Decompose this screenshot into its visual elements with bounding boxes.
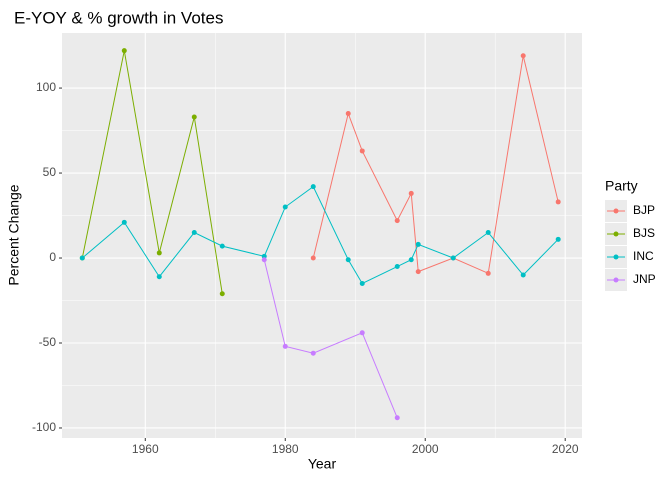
data-point (191, 230, 197, 236)
chart-title: E-YOY & % growth in Votes (14, 8, 223, 27)
data-point (520, 272, 526, 278)
legend-label: INC (633, 249, 654, 263)
y-tick-label: -100 (32, 420, 56, 434)
y-tick-label: 50 (43, 165, 57, 179)
legend-point (613, 208, 619, 214)
x-tick-label: 1960 (132, 442, 159, 456)
legend-point (613, 254, 619, 260)
series-line (312, 55, 559, 275)
data-point (121, 219, 127, 225)
data-point (156, 250, 162, 256)
data-point (282, 343, 288, 349)
data-point (219, 243, 225, 249)
data-point (359, 281, 365, 287)
data-point (359, 148, 365, 154)
x-tick-label: 2000 (412, 442, 439, 456)
data-point (261, 257, 267, 263)
data-point (394, 264, 400, 270)
data-point (555, 236, 561, 242)
y-tick-label: 0 (49, 250, 56, 264)
data-point (219, 291, 225, 297)
legend-point (613, 231, 619, 237)
data-point (450, 255, 456, 261)
data-point (408, 190, 414, 196)
legend-label: BJP (633, 203, 655, 217)
y-tick-label: 100 (36, 80, 56, 94)
data-point (408, 257, 414, 263)
data-point (415, 269, 421, 275)
data-point (520, 53, 526, 59)
data-point (415, 241, 421, 247)
data-point (310, 255, 316, 261)
data-point (485, 270, 491, 276)
legend-title: Party (605, 178, 638, 194)
data-point (79, 255, 85, 261)
data-point (310, 184, 316, 190)
legend-point (613, 277, 619, 283)
data-point (345, 257, 351, 263)
data-point (394, 218, 400, 224)
x-tick-label: 1980 (272, 442, 299, 456)
x-axis-label: Year (308, 456, 337, 472)
data-point (485, 230, 491, 236)
data-point (394, 415, 400, 421)
data-point (121, 48, 127, 54)
legend-label: BJS (633, 226, 655, 240)
data-point (156, 274, 162, 280)
plot-background (62, 33, 582, 438)
data-point (310, 350, 316, 356)
y-axis-label: Percent Change (6, 184, 22, 285)
legend-label: JNP (633, 272, 656, 286)
data-point (191, 114, 197, 120)
x-tick-label: 2020 (552, 442, 579, 456)
y-tick-label: -50 (39, 335, 57, 349)
data-point (282, 204, 288, 210)
data-point (345, 111, 351, 117)
data-point (359, 330, 365, 336)
data-point (555, 199, 561, 205)
